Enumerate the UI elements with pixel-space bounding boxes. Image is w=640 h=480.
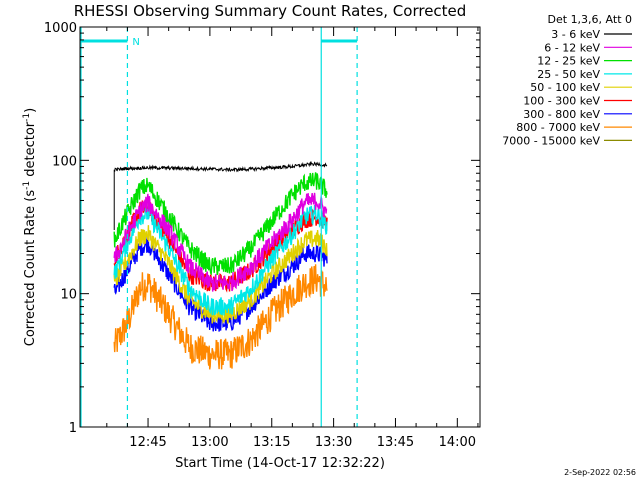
legend-label: 3 - 6 keV (551, 28, 600, 41)
series-50-100keV-line (113, 225, 328, 325)
series-300-800keV-line (113, 236, 328, 332)
series-800-7000keV-line (113, 264, 328, 370)
x-tick-label: 13:30 (315, 435, 352, 450)
chart-title: RHESSI Observing Summary Count Rates, Co… (74, 2, 467, 20)
y-tick-label: 1 (69, 421, 77, 436)
y-tick-label: 1000 (44, 21, 77, 36)
legend-label: 100 - 300 keV (523, 95, 600, 108)
y-axis: 1 10 100 1000 (44, 21, 480, 436)
legend-label: 50 - 100 keV (530, 81, 600, 94)
series-6-12keV-line (113, 192, 328, 292)
marker-layer: N (80, 27, 358, 427)
night-label: N (132, 37, 139, 48)
legend-label: 800 - 7000 keV (516, 121, 600, 134)
series-3-6keV-line (114, 160, 328, 173)
x-tick-label: 13:45 (377, 435, 414, 450)
x-tick-label: 14:00 (439, 435, 476, 450)
y-tick-label: 100 (52, 154, 77, 169)
x-tick-label: 13:00 (191, 435, 228, 450)
date-stamp: 2-Sep-2022 02:56 (564, 468, 636, 477)
legend-title: Det 1,3,6, Att 0 (548, 13, 632, 26)
x-tick-label: 13:15 (253, 435, 290, 450)
x-tick-label: 12:45 (129, 435, 166, 450)
y-axis-label: Corrected Count Rate (s-1 detector-1) (22, 108, 38, 346)
legend-label: 25 - 50 keV (537, 68, 600, 81)
legend-label: 6 - 12 keV (544, 41, 600, 54)
plot-frame (79, 26, 481, 428)
y-tick-label: 10 (60, 288, 77, 303)
legend-label: 12 - 25 keV (537, 55, 600, 68)
x-axis: 12:45 13:00 13:15 13:30 13:45 14:00 (106, 27, 479, 450)
legend-label: 7000 - 15000 keV (502, 134, 600, 147)
series-12-25keV-line (113, 172, 328, 276)
legend-label: 300 - 800 keV (523, 108, 600, 121)
x-axis-label: Start Time (14-Oct-17 12:32:22) (175, 456, 385, 471)
series-layer (113, 160, 328, 370)
